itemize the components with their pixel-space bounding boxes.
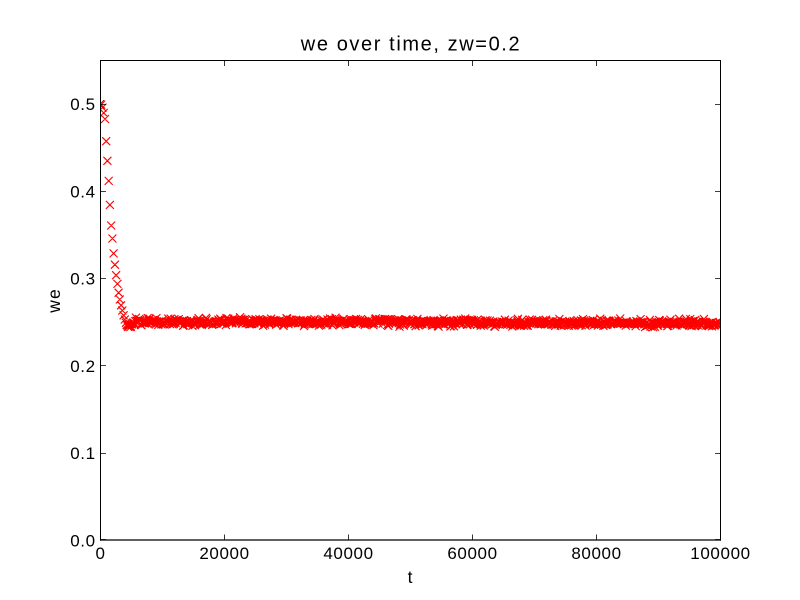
svg-text:0.2: 0.2: [70, 357, 96, 376]
svg-text:40000: 40000: [323, 544, 373, 563]
svg-text:100000: 100000: [690, 544, 750, 563]
svg-text:20000: 20000: [199, 544, 249, 563]
svg-text:t: t: [408, 567, 413, 587]
svg-text:0.1: 0.1: [70, 444, 96, 463]
svg-text:we: we: [44, 288, 64, 313]
svg-text:0.3: 0.3: [70, 270, 96, 289]
svg-text:0.5: 0.5: [70, 95, 96, 114]
svg-text:80000: 80000: [571, 544, 621, 563]
svg-text:0.4: 0.4: [70, 182, 96, 201]
svg-text:we over time, zw=0.2: we over time, zw=0.2: [300, 34, 521, 56]
svg-text:0: 0: [95, 544, 105, 563]
svg-text:0.0: 0.0: [70, 531, 96, 550]
svg-text:60000: 60000: [447, 544, 497, 563]
